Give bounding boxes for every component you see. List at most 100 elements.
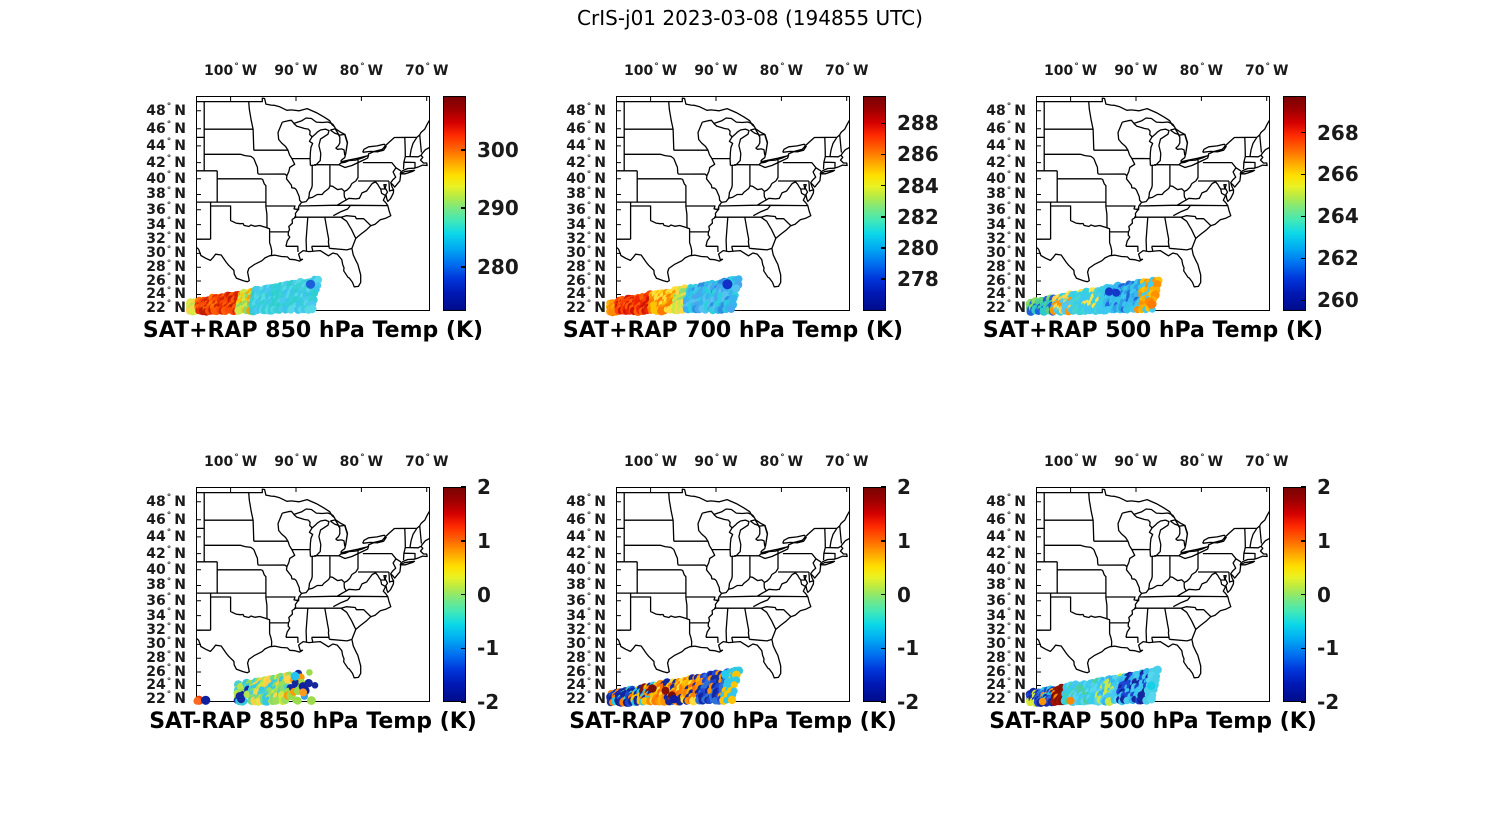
colorbar-tick-label: -1 xyxy=(897,636,920,661)
degree-symbol: ° xyxy=(586,201,592,212)
lat-tick-label: 46° N xyxy=(146,120,186,137)
lat-tick-label: 36° N xyxy=(566,592,606,609)
degree-symbol: ° xyxy=(234,453,239,464)
lat-tick-label: 22° N xyxy=(566,299,606,316)
lat-tick-label: 40° N xyxy=(986,170,1026,187)
lat-tick-label: 22° N xyxy=(986,690,1026,707)
axis-ticks xyxy=(1036,96,1268,309)
lat-tick-label: 48° N xyxy=(146,493,186,510)
colorbar-tick xyxy=(881,122,886,125)
degree-symbol: ° xyxy=(845,453,850,464)
colorbar-tick-label: 2 xyxy=(1317,475,1331,499)
degree-symbol: ° xyxy=(586,528,592,539)
lon-tick-label: 100° W xyxy=(1044,453,1098,470)
degree-symbol: ° xyxy=(166,299,172,310)
colorbar-tick-label: 0 xyxy=(477,582,491,607)
degree-symbol: ° xyxy=(714,453,720,464)
degree-symbol: ° xyxy=(586,244,592,255)
colorbar-tick xyxy=(1301,647,1306,649)
satellite-swath-scatter xyxy=(186,275,323,316)
degree-symbol: ° xyxy=(1006,561,1012,572)
panel-title: SAT-RAP 500 hPa Temp (K) xyxy=(989,709,1317,734)
colorbar-tick xyxy=(881,486,886,488)
lat-tick-label: 22° N xyxy=(566,690,606,707)
degree-symbol: ° xyxy=(654,62,659,73)
degree-symbol: ° xyxy=(586,230,592,241)
degree-symbol: ° xyxy=(166,102,172,113)
degree-symbol: ° xyxy=(1006,153,1012,164)
degree-symbol: ° xyxy=(166,153,172,164)
degree-symbol: ° xyxy=(1006,663,1012,674)
degree-symbol: ° xyxy=(586,663,592,674)
colorbar-tick xyxy=(461,207,466,209)
colorbar xyxy=(1283,96,1306,311)
degree-symbol: ° xyxy=(586,185,592,196)
us-states-map xyxy=(605,96,850,317)
panel-sat-plus-rap-850: 100° W 90° W 80° W 70° W 48° N 46° N 44° N 42° N 40° N 38… xyxy=(106,52,519,354)
colorbar-tick xyxy=(881,540,886,542)
degree-symbol: ° xyxy=(425,453,430,464)
colorbar-tick-label: 288 xyxy=(897,111,939,136)
lat-tick-label: 34° N xyxy=(566,606,606,624)
lat-tick-label: 30° N xyxy=(986,635,1026,653)
lat-tick-label: 28° N xyxy=(146,258,186,276)
lat-tick-label: 38° N xyxy=(566,185,606,203)
lat-tick-label: 46° N xyxy=(986,511,1026,528)
degree-symbol: ° xyxy=(1006,120,1012,131)
lat-tick-label: 46° N xyxy=(986,120,1026,137)
lat-tick-label: 44° N xyxy=(566,137,606,154)
lat-tick-label: 30° N xyxy=(986,244,1026,262)
lon-tick-label: 70° W xyxy=(825,62,869,79)
degree-symbol: ° xyxy=(1006,185,1012,196)
panel-title: SAT+RAP 700 hPa Temp (K) xyxy=(562,318,904,343)
lat-tick-label: 46° N xyxy=(146,511,186,528)
lat-tick-label: 34° N xyxy=(146,606,186,624)
colorbar-tick-label: 264 xyxy=(1317,204,1359,229)
degree-symbol: ° xyxy=(1006,272,1012,283)
degree-symbol: ° xyxy=(1265,453,1270,464)
lon-tick-label: 80° W xyxy=(339,62,384,79)
colorbar-tick-label: 284 xyxy=(897,173,939,198)
colorbar-tick xyxy=(461,486,466,488)
degree-symbol: ° xyxy=(294,62,300,73)
lat-tick-label: 46° N xyxy=(566,511,606,528)
degree-symbol: ° xyxy=(586,215,592,226)
colorbar xyxy=(443,96,466,311)
lat-tick-label: 40° N xyxy=(146,170,186,187)
satellite-swath-scatter xyxy=(1025,276,1163,316)
lat-tick-label: 34° N xyxy=(146,215,186,233)
lon-tick-label: 70° W xyxy=(405,453,449,470)
lat-tick-label: 40° N xyxy=(146,561,186,578)
lat-tick-label: 30° N xyxy=(566,635,606,653)
colorbar-tick-label: 1 xyxy=(477,528,491,553)
colorbar-tick xyxy=(881,701,886,703)
colorbar-tick-label: 268 xyxy=(1317,120,1359,145)
degree-symbol: ° xyxy=(1006,493,1012,504)
lat-tick-label: 22° N xyxy=(146,299,186,316)
degree-symbol: ° xyxy=(586,561,592,572)
lat-tick-label: 26° N xyxy=(986,272,1026,290)
lon-tick-label: 80° W xyxy=(759,62,804,79)
lat-tick-label: 34° N xyxy=(986,606,1026,624)
colorbar-tick xyxy=(881,184,886,187)
lat-tick-label: 26° N xyxy=(986,663,1026,681)
degree-symbol: ° xyxy=(1006,576,1012,587)
degree-symbol: ° xyxy=(586,170,592,181)
degree-symbol: ° xyxy=(166,285,172,296)
degree-symbol: ° xyxy=(360,453,365,464)
degree-symbol: ° xyxy=(166,137,172,148)
degree-symbol: ° xyxy=(166,621,172,632)
lat-tick-label: 44° N xyxy=(566,528,606,545)
lat-tick-label: 30° N xyxy=(146,244,186,262)
degree-symbol: ° xyxy=(166,185,172,196)
colorbar xyxy=(863,96,886,311)
colorbar-tick-label: 260 xyxy=(1317,288,1359,313)
lat-tick-label: 42° N xyxy=(986,544,1026,562)
degree-symbol: ° xyxy=(166,201,172,212)
degree-symbol: ° xyxy=(586,576,592,587)
lat-tick-label: 34° N xyxy=(986,215,1026,233)
us-states-map xyxy=(193,487,430,706)
degree-symbol: ° xyxy=(1006,215,1012,226)
lat-tick-label: 48° N xyxy=(986,102,1026,119)
colorbar-tick-label: 300 xyxy=(477,137,519,162)
